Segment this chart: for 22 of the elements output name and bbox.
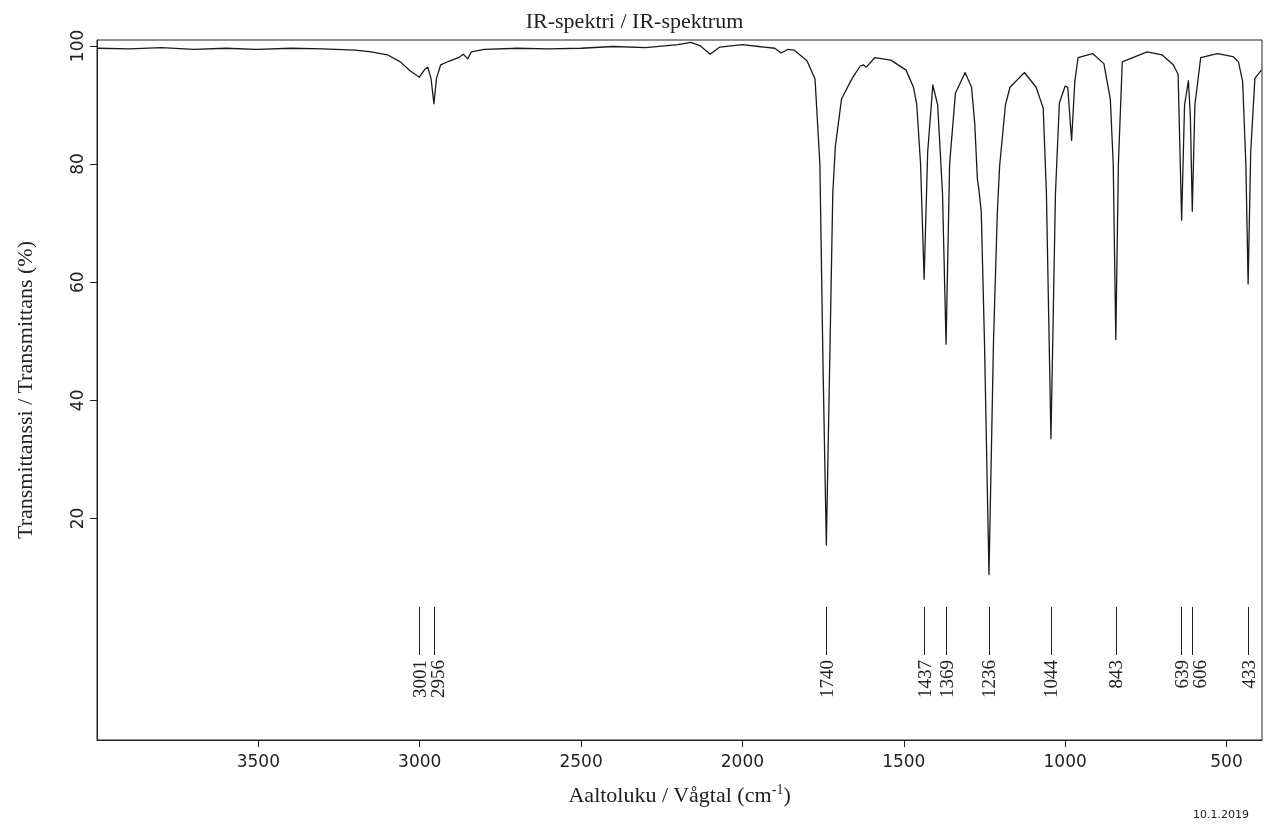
x-tick-label: 3500 (236, 750, 280, 771)
x-tick-label: 3000 (398, 750, 442, 771)
ref-line-label: 1437 (913, 660, 935, 698)
chart-title: IR-spektri / IR-spektrum (525, 7, 744, 33)
ref-line-label: 1044 (1040, 660, 1062, 698)
y-tick-label: 60 (66, 271, 87, 294)
ref-line-label: 1740 (815, 660, 837, 698)
ref-line-label: 1236 (978, 660, 1000, 698)
text: 10.1.2019 (1193, 808, 1249, 821)
y-axis-title: Transmittanssi / Transmittans (%) (11, 240, 37, 540)
y-tick-label: 100 (66, 29, 87, 63)
y-tick-label: 80 (66, 153, 87, 175)
ref-line-label: 843 (1105, 660, 1127, 689)
y-tick-label: 20 (66, 507, 87, 530)
ref-line-label: 433 (1237, 660, 1259, 689)
x-tick-label: 1000 (1043, 750, 1087, 771)
x-tick-label: 1500 (882, 750, 926, 771)
x-tick-label: 2500 (559, 750, 603, 771)
ref-line-label: 1369 (935, 660, 957, 698)
x-tick-label: 500 (1210, 750, 1243, 771)
y-tick-label: 40 (66, 389, 87, 412)
x-tick-label: 2000 (720, 750, 765, 771)
